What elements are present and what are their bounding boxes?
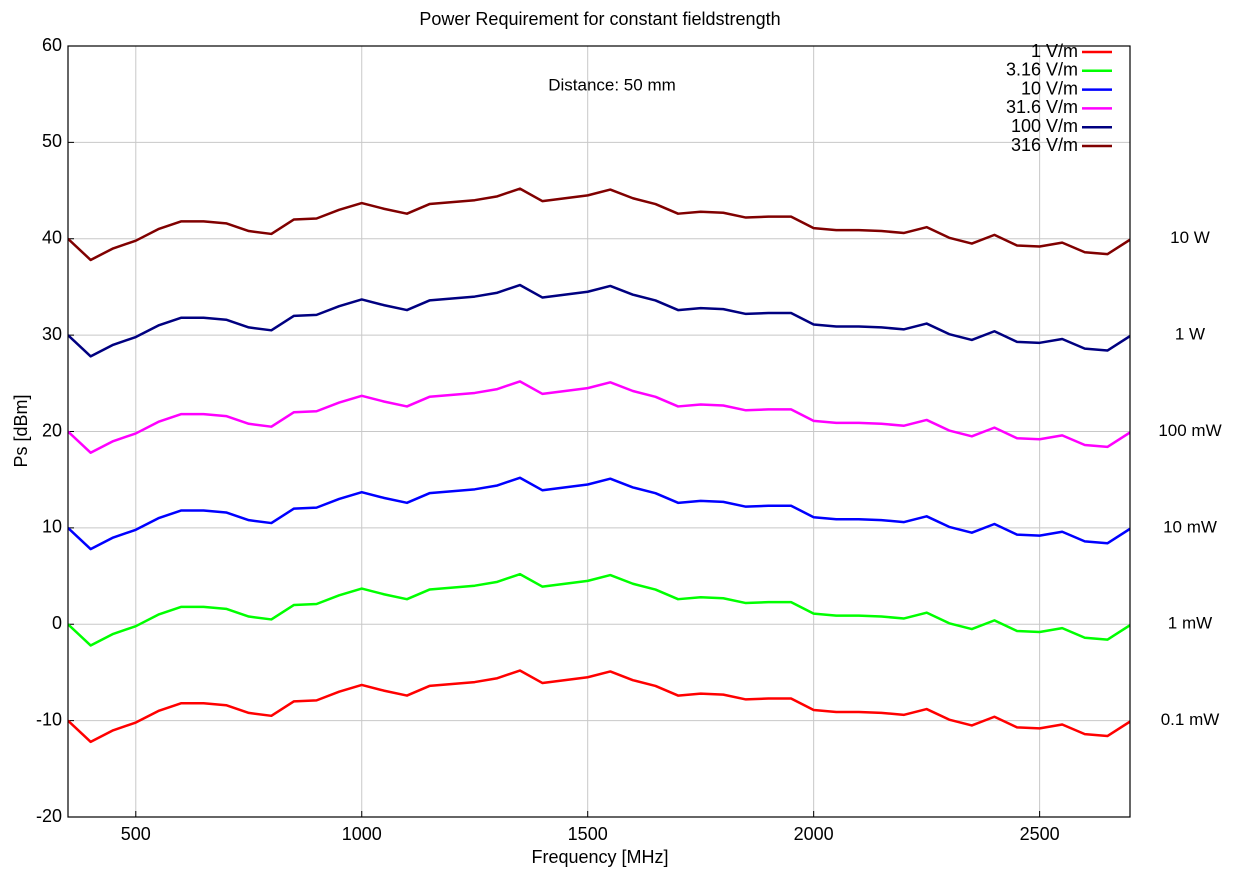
series-line — [68, 380, 1130, 454]
annotation: Distance: 50 mm — [548, 75, 676, 94]
x-tick-label: 1000 — [342, 824, 382, 844]
legend-label: 3.16 V/m — [1006, 60, 1078, 80]
y2-tick-label: 10 W — [1170, 228, 1210, 247]
y-tick-label: 60 — [42, 35, 62, 55]
y-tick-label: 0 — [52, 613, 62, 633]
series-line — [68, 572, 1130, 647]
y-tick-label: 30 — [42, 324, 62, 344]
y-tick-label: 50 — [42, 131, 62, 151]
legend-label: 31.6 V/m — [1006, 97, 1078, 117]
y2-tick-label: 100 mW — [1158, 421, 1221, 440]
legend-label: 316 V/m — [1011, 135, 1078, 155]
x-tick-label: 500 — [121, 824, 151, 844]
series-line — [68, 187, 1130, 262]
y2-tick-label: 10 mW — [1163, 517, 1217, 536]
x-tick-label: 2000 — [794, 824, 834, 844]
series-line — [68, 669, 1130, 744]
series-line — [68, 476, 1130, 551]
legend-label: 1 V/m — [1031, 41, 1078, 61]
legend-label: 10 V/m — [1021, 78, 1078, 98]
legend-label: 100 V/m — [1011, 116, 1078, 136]
x-axis-label: Frequency [MHz] — [531, 847, 668, 867]
y-tick-label: 20 — [42, 420, 62, 440]
x-tick-label: 2500 — [1020, 824, 1060, 844]
y-tick-label: 10 — [42, 517, 62, 537]
y2-tick-label: 0.1 mW — [1161, 710, 1220, 729]
chart-title: Power Requirement for constant fieldstre… — [419, 9, 780, 29]
y-tick-label: -10 — [36, 709, 62, 729]
plot-frame — [67, 45, 1131, 818]
y-tick-label: 40 — [42, 228, 62, 248]
x-tick-label: 1500 — [568, 824, 608, 844]
y2-tick-label: 1 mW — [1168, 614, 1212, 633]
y-tick-label: -20 — [36, 806, 62, 826]
y-axis-label: Ps [dBm] — [11, 394, 31, 467]
y2-tick-label: 1 W — [1175, 325, 1205, 344]
series-line — [68, 283, 1130, 358]
